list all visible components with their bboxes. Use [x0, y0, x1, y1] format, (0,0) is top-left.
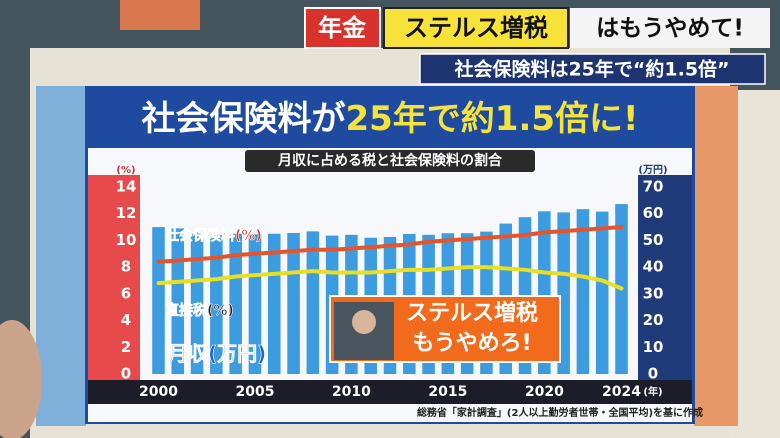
- y-tick-label: 2: [121, 338, 131, 356]
- x-tick-label: 2000: [139, 384, 178, 400]
- studio-panel: [120, 0, 200, 30]
- bar: [210, 235, 223, 374]
- y-unit: (%): [116, 165, 135, 176]
- y-tick-label: 10: [116, 231, 137, 249]
- x-tick-label: 2015: [428, 384, 467, 400]
- series-line: [156, 265, 624, 291]
- y2-tick-label: 40: [643, 258, 664, 276]
- subheadline-box: [419, 53, 766, 85]
- title-part: 社会保険料が: [141, 99, 345, 139]
- y2-tick-label: 20: [643, 311, 664, 329]
- headline-box: [570, 8, 770, 48]
- bar: [152, 227, 165, 374]
- x-unit: (年): [643, 385, 662, 398]
- series-label: 社会保険料(%): [164, 227, 262, 244]
- highlight-box: [383, 7, 569, 49]
- board-title: 社会保険料が25年で約1.5倍に!: [141, 99, 638, 139]
- headline: はもうやめて!: [596, 16, 744, 42]
- y2-tick-label: 60: [643, 204, 664, 222]
- subtitle-box: [245, 150, 535, 172]
- bar: [306, 231, 320, 374]
- callout-text: ステルス増税: [406, 300, 538, 326]
- y-tick-label: 8: [121, 258, 131, 276]
- x-tick-label: 2010: [332, 384, 371, 400]
- tile-left: [36, 86, 86, 426]
- bar: [595, 211, 609, 374]
- title-part: 25年で約1.5倍に!: [345, 99, 638, 139]
- x-tick-label: 2005: [235, 384, 274, 400]
- y2-tick-label: 70: [643, 178, 664, 196]
- bar: [576, 209, 590, 374]
- tag-box: [304, 7, 381, 49]
- left-axis-band: [88, 175, 140, 385]
- y2-unit: (万円): [638, 164, 667, 176]
- y-tick-label: 0: [121, 365, 131, 383]
- series-label: 月収(万円): [167, 342, 266, 366]
- x-tick-label: 2020: [525, 384, 564, 400]
- bar: [190, 232, 204, 374]
- tag: 年金: [318, 14, 367, 42]
- source-note: 総務省「家計調査」(2人以上勤労者世帯・全国平均)を基に作成: [417, 406, 703, 419]
- y2-tick-label: 30: [643, 284, 664, 302]
- y-tick-label: 6: [121, 284, 131, 302]
- bar: [171, 228, 185, 374]
- y-tick-label: 14: [116, 178, 137, 196]
- y-tick-label: 12: [116, 204, 137, 222]
- y2-tick-label: 0: [648, 365, 658, 383]
- y-tick-label: 4: [121, 311, 131, 329]
- bar: [267, 233, 281, 374]
- photo-face: [352, 310, 376, 334]
- subheadline: 社会保険料は25年で“約1.5倍”: [453, 58, 729, 81]
- callout-text: もうやめろ!: [412, 331, 531, 356]
- series-line: [156, 225, 624, 264]
- y2-tick-label: 50: [643, 231, 664, 249]
- bar: [287, 232, 300, 374]
- y2-tick-label: 10: [643, 338, 664, 356]
- tile-right: [694, 86, 738, 426]
- x-tick-label: 2024: [602, 384, 641, 400]
- bar: [248, 234, 262, 374]
- highlight: ステルス増税: [404, 14, 548, 42]
- x-axis-band: [88, 380, 692, 404]
- bar: [229, 233, 242, 374]
- presenter: [0, 320, 42, 438]
- chart-subtitle: 月収に占める税と社会保険料の割合: [277, 152, 503, 169]
- series-label: 直接税(%): [165, 302, 234, 319]
- right-axis-band: [638, 175, 692, 385]
